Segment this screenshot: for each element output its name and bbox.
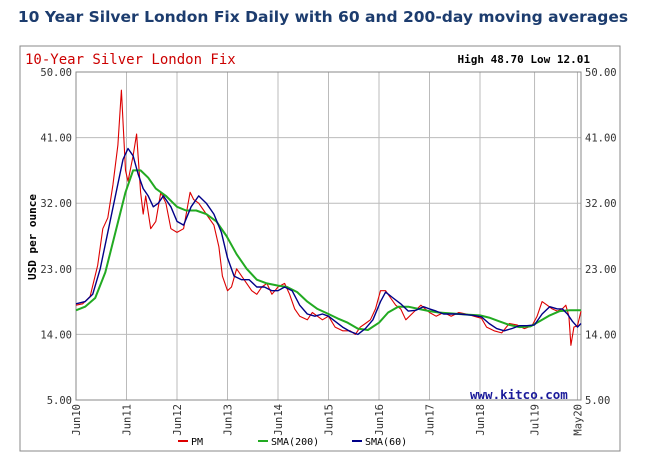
x-tick-label: Jun14 <box>273 404 285 436</box>
y-ticks-right: 50.00 41.00 32.00 23.00 14.00 5.00 <box>585 67 617 407</box>
y-tick-label-left: 5.00 <box>47 395 72 407</box>
x-tick-label: Jun11 <box>122 404 134 436</box>
y-tick-label-right: 50.00 <box>585 67 617 79</box>
high-low-readout: High 48.70 Low 12.01 <box>458 53 591 66</box>
y-tick-label-left: 14.00 <box>40 329 72 341</box>
legend-label: SMA(200) <box>271 437 319 448</box>
y-tick-label-right: 5.00 <box>585 395 610 407</box>
x-ticks: Jun10 Jun11 Jun12 Jun13 Jun14 Jun15 Jun16 Jun17… <box>71 404 584 436</box>
y-tick-label-left: 41.00 <box>40 133 72 145</box>
y-tick-label-right: 41.00 <box>585 133 617 145</box>
x-tick-label: Jun12 <box>172 404 184 436</box>
chart-title: 10-Year Silver London Fix <box>25 52 236 68</box>
pm-price-line <box>75 89 582 346</box>
x-tick-label: Jun17 <box>425 404 437 436</box>
legend-label: SMA(60) <box>365 437 407 448</box>
y-tick-label-left: 23.00 <box>40 264 72 276</box>
page-title: 10 Year Silver London Fix Daily with 60 … <box>17 8 629 26</box>
x-tick-label: Jun13 <box>223 404 235 436</box>
sma200-line <box>75 169 581 331</box>
y-tick-label-right: 23.00 <box>585 264 617 276</box>
y-tick-label-left: 32.00 <box>40 198 72 210</box>
x-tick-label: Jun10 <box>71 404 83 436</box>
x-tick-label: Jul19 <box>530 404 542 436</box>
watermark: www.kitco.com <box>470 387 568 402</box>
legend: PM SMA(200) SMA(60) <box>178 437 407 448</box>
y-tick-label-left: 50.00 <box>40 67 72 79</box>
y-axis-label: USD per ounce <box>26 194 39 280</box>
x-tick-label: May20 <box>572 404 584 436</box>
y-tick-label-right: 14.00 <box>585 329 617 341</box>
x-tick-label: Jun16 <box>374 404 386 436</box>
legend-label: PM <box>191 437 203 448</box>
y-tick-label-right: 32.00 <box>585 198 617 210</box>
sma60-line <box>75 147 582 336</box>
plot-border <box>75 71 582 401</box>
series-lines <box>75 89 582 346</box>
y-ticks-left: 50.00 41.00 32.00 23.00 14.00 5.00 <box>40 67 72 407</box>
x-tick-label: Jun18 <box>475 404 487 436</box>
x-tick-label: Jun15 <box>324 404 336 436</box>
